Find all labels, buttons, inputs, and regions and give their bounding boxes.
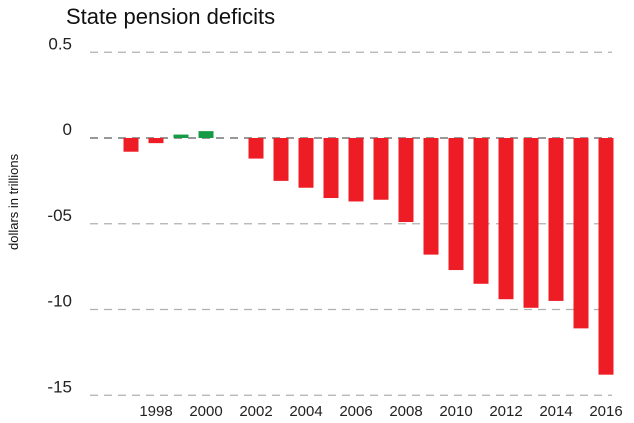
y-axis-label: dollars in trillions — [6, 153, 21, 250]
y-tick-label: -05 — [47, 206, 72, 225]
x-tick-label: 2012 — [489, 403, 522, 420]
y-tick-label: -10 — [47, 292, 72, 311]
bar-1999 — [173, 134, 189, 138]
y-tick-label: 0.5 — [48, 34, 72, 53]
bar-1998 — [148, 138, 164, 144]
bar-2016 — [598, 138, 614, 375]
bar-2009 — [423, 138, 439, 255]
bar-1997 — [123, 138, 139, 152]
bar-2010 — [448, 138, 464, 271]
x-tick-label: 1998 — [139, 403, 172, 420]
bar-2003 — [273, 138, 289, 181]
x-tick-label: 2016 — [589, 403, 622, 420]
bar-2012 — [498, 138, 514, 300]
bar-2005 — [323, 138, 339, 199]
y-tick-label: -15 — [47, 377, 72, 396]
bar-2006 — [348, 138, 364, 202]
bar-2008 — [398, 138, 414, 223]
chart-title: State pension deficits — [66, 4, 275, 29]
bar-2004 — [298, 138, 314, 188]
x-tick-label: 2014 — [539, 403, 572, 420]
bar-2014 — [548, 138, 564, 301]
bar-2000 — [198, 131, 214, 138]
bar-2002 — [248, 138, 264, 159]
x-tick-label: 2004 — [289, 403, 322, 420]
bar-2011 — [473, 138, 489, 284]
bar-2013 — [523, 138, 539, 308]
x-tick-label: 2002 — [239, 403, 272, 420]
x-tick-label: 2010 — [439, 403, 472, 420]
x-tick-label: 2006 — [339, 403, 372, 420]
bar-2015 — [573, 138, 589, 329]
bar-2007 — [373, 138, 389, 200]
x-tick-label: 2000 — [189, 403, 222, 420]
x-tick-label: 2008 — [389, 403, 422, 420]
y-tick-label: 0 — [63, 120, 72, 139]
